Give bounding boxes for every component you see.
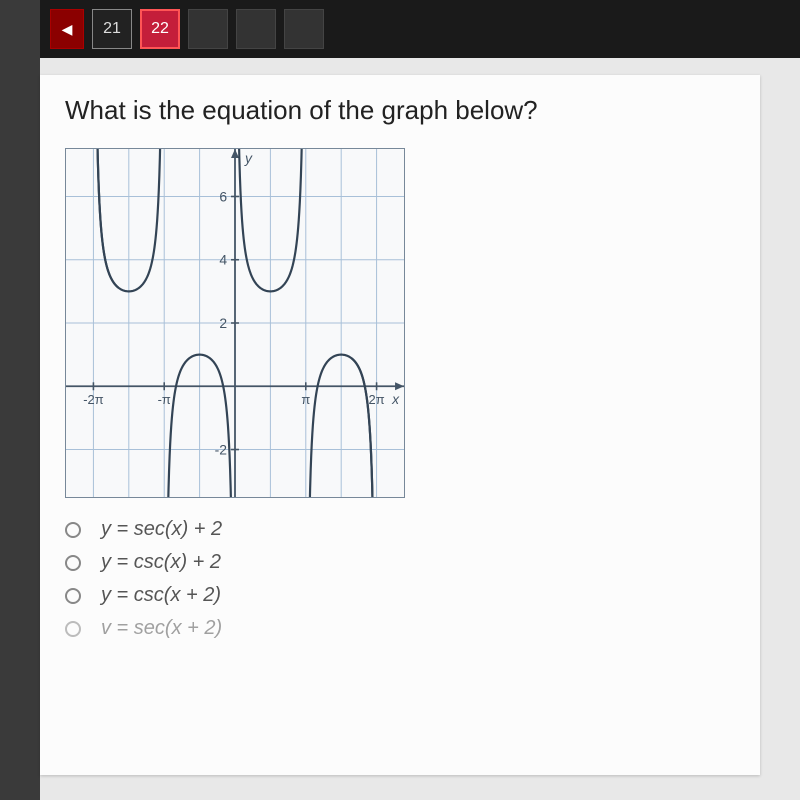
radio-3[interactable] — [65, 621, 81, 637]
option-row-2[interactable]: y = csc(x + 2) — [65, 584, 735, 607]
svg-text:y: y — [244, 150, 253, 166]
radio-2[interactable] — [65, 588, 81, 604]
svg-text:4: 4 — [219, 252, 227, 268]
pagination-bar: ◀ 2122 — [40, 0, 800, 58]
graph-svg: -2 2 4 6 -2π -π π 2π y x — [66, 149, 404, 497]
svg-text:6: 6 — [219, 188, 227, 204]
svg-text:x: x — [391, 391, 400, 407]
prev-page-button[interactable]: ◀ — [50, 9, 84, 49]
page-button-blank2[interactable] — [188, 9, 228, 49]
option-row-1[interactable]: y = csc(x) + 2 — [65, 551, 735, 574]
question-prompt: What is the equation of the graph below? — [65, 95, 735, 126]
question-panel: What is the equation of the graph below?… — [40, 75, 760, 775]
graph-figure: -2 2 4 6 -2π -π π 2π y x — [65, 148, 405, 498]
page-button-blank4[interactable] — [284, 9, 324, 49]
option-label-3: v = sec(x + 2) — [101, 617, 222, 640]
option-label-2: y = csc(x + 2) — [101, 584, 221, 607]
page-buttons-container: 2122 — [92, 9, 332, 49]
svg-text:-2: -2 — [215, 441, 228, 457]
page-root: ◀ 2122 What is the equation of the graph… — [0, 0, 800, 800]
left-dark-strip — [0, 0, 40, 800]
page-button-22[interactable]: 22 — [140, 9, 180, 49]
radio-0[interactable] — [65, 522, 81, 538]
option-label-0: y = sec(x) + 2 — [101, 518, 222, 541]
prev-icon: ◀ — [62, 21, 73, 38]
svg-text:2: 2 — [219, 315, 227, 331]
option-row-3[interactable]: v = sec(x + 2) — [65, 617, 735, 640]
option-row-0[interactable]: y = sec(x) + 2 — [65, 518, 735, 541]
radio-1[interactable] — [65, 555, 81, 571]
answer-options: y = sec(x) + 2 y = csc(x) + 2 y = csc(x + … — [65, 518, 735, 640]
svg-text:-2π: -2π — [83, 392, 103, 407]
page-button-blank3[interactable] — [236, 9, 276, 49]
option-label-1: y = csc(x) + 2 — [101, 551, 221, 574]
svg-text:-π: -π — [158, 392, 171, 407]
svg-text:2π: 2π — [369, 392, 385, 407]
svg-text:π: π — [301, 392, 310, 407]
page-button-21[interactable]: 21 — [92, 9, 132, 49]
